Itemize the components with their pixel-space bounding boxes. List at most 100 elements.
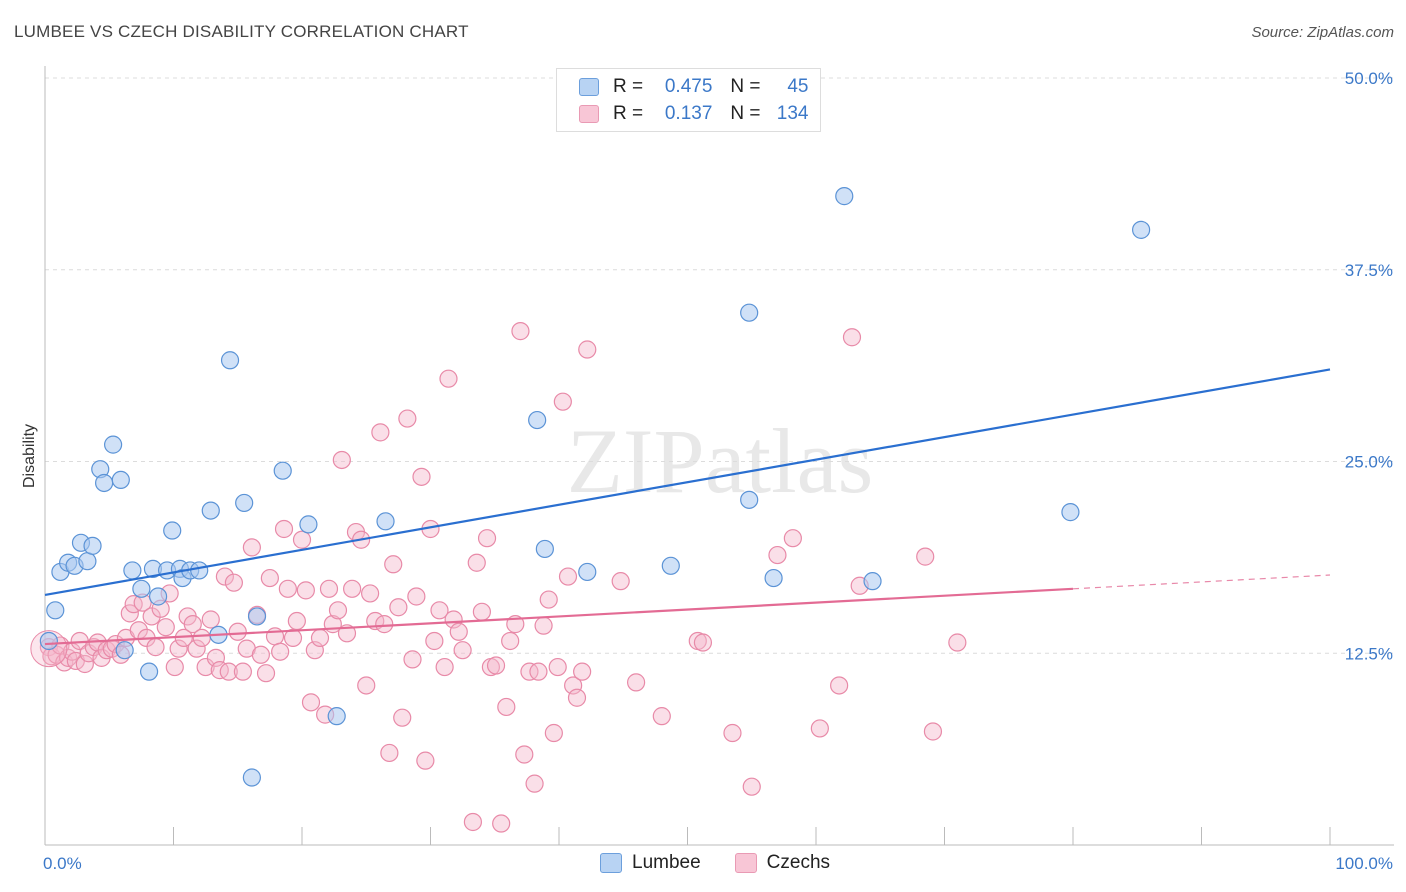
czechs-point: [165, 657, 184, 677]
czechs-point: [393, 708, 412, 727]
czechs-point: [916, 547, 935, 566]
lumbee-point: [190, 561, 209, 580]
lumbee-point: [78, 552, 97, 571]
lumbee-point: [835, 187, 854, 206]
czechs-point: [544, 723, 563, 743]
czechs-point: [467, 553, 486, 572]
lumbee-point: [235, 493, 254, 513]
lumbee-swatch: [579, 78, 599, 96]
legend-r-label: R =: [613, 103, 644, 124]
lumbee-point: [201, 501, 220, 520]
czechs-point: [948, 633, 967, 652]
czechs-point: [810, 719, 829, 738]
czechs-point: [539, 590, 558, 609]
lumbee-point: [376, 512, 395, 531]
czechs-point: [310, 628, 330, 648]
lumbee-swatch: [600, 853, 622, 873]
czechs-point: [830, 676, 849, 695]
czechs-point: [183, 615, 202, 634]
czechs-point: [233, 662, 252, 681]
czechs-point: [215, 567, 234, 586]
lumbee-point: [740, 303, 759, 322]
czechs-point: [558, 567, 578, 586]
czechs-point: [343, 579, 362, 598]
lumbee-point: [139, 662, 159, 681]
czechs-point: [430, 601, 449, 620]
czechs-point: [287, 611, 306, 631]
czechs-point: [196, 657, 215, 677]
y-tick-label: 37.5%: [1345, 261, 1393, 280]
czechs-point: [156, 618, 175, 637]
czechs-point: [146, 638, 165, 657]
czechs-point: [567, 688, 587, 707]
lumbee-point: [863, 572, 882, 591]
czechs-point: [412, 467, 431, 486]
czechs-swatch: [734, 853, 757, 873]
czechs-point: [573, 662, 592, 681]
lumbee-point: [327, 707, 346, 726]
czechs-point: [578, 340, 597, 359]
czechs-point: [472, 602, 491, 621]
czechs-point: [384, 555, 403, 574]
lumbee-point: [528, 410, 547, 430]
lumbee-point: [95, 473, 114, 493]
lumbee-point: [273, 461, 292, 480]
czechs-point: [361, 584, 380, 603]
trend-lines: [44, 368, 1331, 646]
czechs-point: [192, 628, 211, 648]
czechs-point: [260, 568, 279, 588]
czechs-point: [224, 573, 243, 592]
czechs-point: [548, 657, 567, 677]
lumbee-trend-line: [44, 368, 1331, 597]
czechs-point: [274, 519, 294, 539]
czechs-point: [439, 369, 458, 388]
czechs-point: [120, 604, 139, 623]
axes: [44, 66, 1394, 846]
czechs-point: [525, 774, 544, 793]
czechs-point: [251, 645, 270, 664]
czechs-point: [416, 751, 435, 770]
x-tick-label: 0.0%: [43, 854, 82, 873]
czechs-point: [768, 545, 787, 565]
czechs-point: [187, 639, 206, 658]
legend-label: Czechs: [766, 852, 831, 873]
czechs-point: [626, 673, 646, 692]
lumbee-point: [115, 641, 134, 660]
lumbee-point: [299, 515, 318, 534]
czechs-point: [398, 409, 417, 428]
source-credit: Source: ZipAtlas.com: [1251, 24, 1394, 41]
czechs-point: [169, 639, 188, 658]
legend-label: Lumbee: [632, 852, 701, 873]
lumbee-point: [247, 607, 267, 626]
lumbee-point: [39, 631, 58, 651]
czechs-point: [449, 622, 468, 641]
lumbee-point: [123, 561, 142, 580]
czechs-point: [296, 581, 315, 600]
czechs-point: [256, 664, 276, 683]
czechs-point: [380, 743, 399, 763]
x-tick-label: 100.0%: [1335, 854, 1393, 873]
lumbee-point: [242, 768, 261, 787]
series-legend: Lumbee Czechs: [600, 852, 864, 874]
czechs-point: [511, 322, 530, 341]
czechs-point: [403, 650, 422, 669]
czechs-point: [693, 633, 713, 652]
czechs-point: [501, 631, 520, 651]
lumbee-points: [39, 187, 1151, 787]
lumbee-point: [132, 579, 151, 598]
czechs-point: [47, 645, 66, 664]
czechs-point: [219, 662, 238, 681]
lumbee-point: [163, 521, 182, 540]
lumbee-point: [740, 490, 759, 509]
czechs-point: [210, 661, 229, 680]
czechs-point: [228, 622, 247, 641]
lumbee-point: [535, 539, 554, 559]
czechs-point: [453, 641, 472, 660]
lumbee-point: [764, 568, 783, 588]
czechs-point: [742, 777, 761, 796]
czechs-point: [463, 812, 483, 832]
czechs-point: [477, 529, 497, 548]
legend-item-czechs: Czechs: [734, 852, 831, 874]
legend-n-value: 134: [776, 103, 809, 124]
